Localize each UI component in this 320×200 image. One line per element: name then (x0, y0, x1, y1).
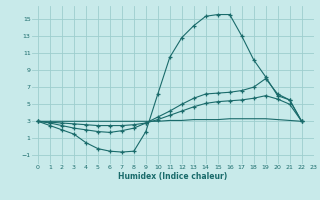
X-axis label: Humidex (Indice chaleur): Humidex (Indice chaleur) (118, 172, 228, 181)
